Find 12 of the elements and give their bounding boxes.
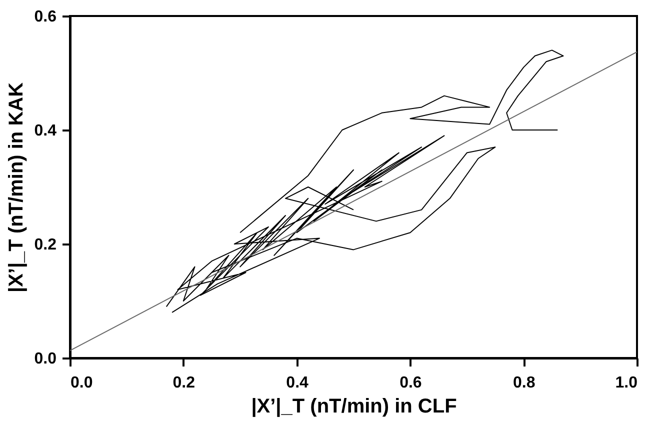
y-tick-label: 0.6 — [34, 8, 57, 26]
x-tick-label: 0.2 — [172, 374, 196, 392]
x-tick-label: 0.4 — [286, 374, 309, 392]
x-tick-label: 0.6 — [400, 374, 422, 392]
x-tick-label: 0.8 — [512, 374, 536, 392]
text: 1.0 — [615, 374, 638, 392]
y-tick-label: 0.4 — [34, 122, 57, 140]
text: 0.0 — [70, 374, 93, 392]
x-axis-title: |X’|_T (nT/min) in CLF — [251, 396, 457, 418]
text: 0.0 — [34, 350, 56, 368]
y-axis-title: |X’|_T (nT/min) in KAK — [5, 82, 28, 293]
y-tick-label: 0.2 — [34, 236, 57, 254]
